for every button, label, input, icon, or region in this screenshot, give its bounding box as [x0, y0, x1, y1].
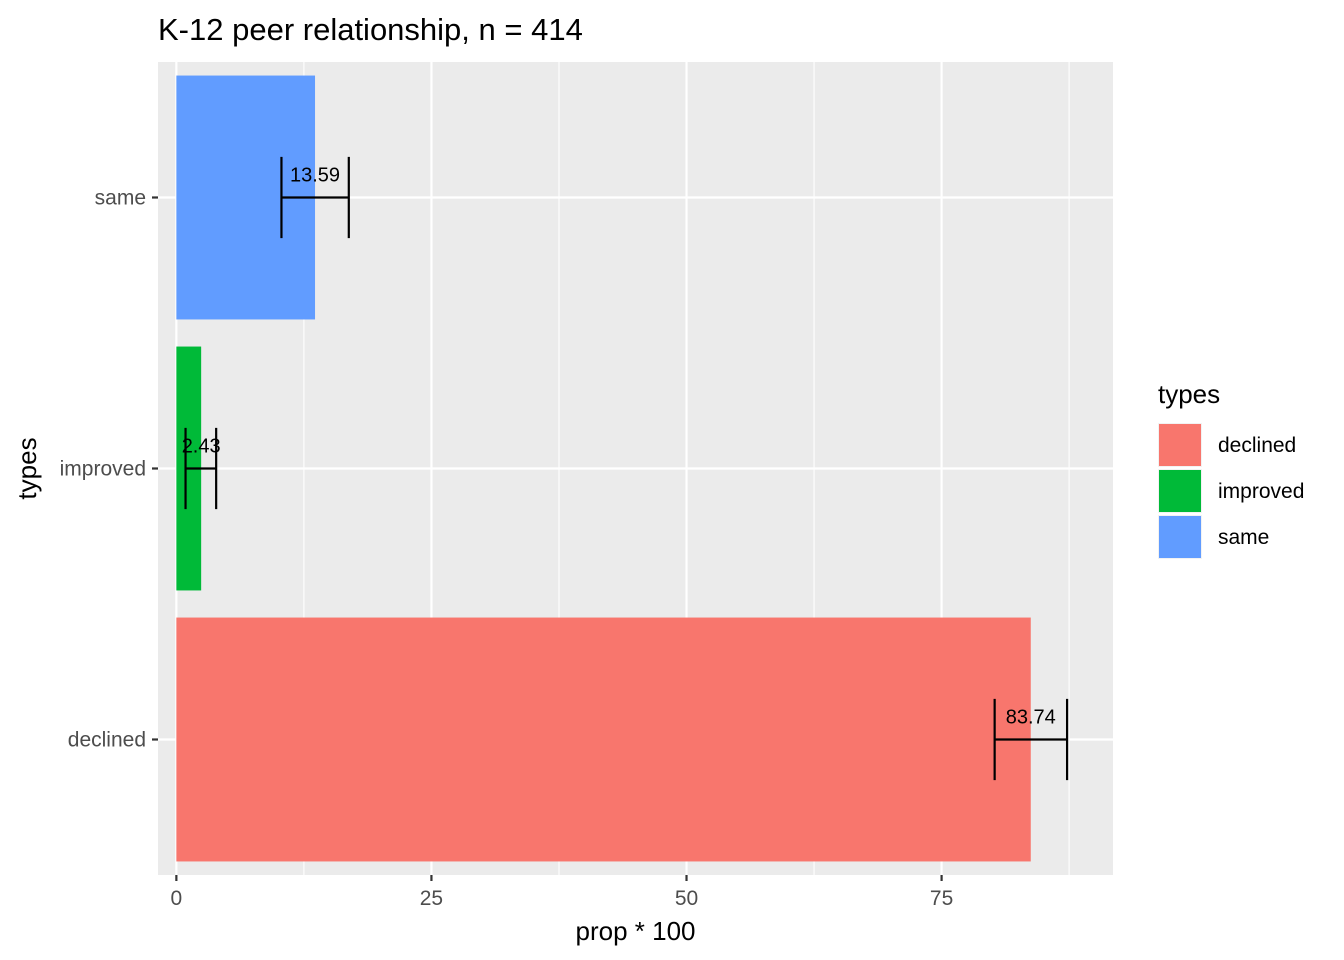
- legend-label-improved: improved: [1218, 480, 1304, 503]
- error-bar-same: [280, 156, 350, 239]
- y-tick-label-same: same: [95, 187, 146, 210]
- bar-declined: [176, 617, 1031, 862]
- data-label-declined: 83.74: [1006, 707, 1056, 729]
- error-bar-improved: [184, 427, 218, 510]
- x-axis-title: prop * 100: [576, 916, 696, 946]
- legend-title: types: [1158, 379, 1220, 409]
- legend-item-declined: declined: [1158, 423, 1296, 467]
- chart-title: K-12 peer relationship, n = 414: [158, 12, 583, 47]
- error-bar-declined: [993, 698, 1069, 781]
- x-tick-label: 75: [930, 887, 953, 910]
- data-label-same: 13.59: [290, 165, 340, 187]
- bars: [176, 75, 1031, 862]
- y-axis: declined improved same: [60, 187, 158, 752]
- error-bars: [184, 156, 1069, 781]
- legend-item-same: same: [1158, 515, 1269, 559]
- x-tick-label: 25: [420, 887, 443, 910]
- x-tick-label: 0: [171, 887, 183, 910]
- legend-swatch-same: [1159, 516, 1201, 558]
- y-axis-title: types: [12, 437, 42, 499]
- data-labels: 83.74 2.43 13.59: [182, 165, 1056, 729]
- legend: types declined improved same: [1158, 379, 1304, 559]
- legend-label-declined: declined: [1218, 434, 1296, 457]
- legend-item-improved: improved: [1158, 469, 1304, 513]
- x-tick-label: 50: [675, 887, 698, 910]
- legend-swatch-declined: [1159, 424, 1201, 466]
- legend-swatch-improved: [1159, 470, 1201, 512]
- y-tick-label-improved: improved: [60, 458, 146, 481]
- legend-label-same: same: [1218, 526, 1269, 549]
- data-label-improved: 2.43: [182, 436, 221, 458]
- x-axis: 0 25 50 75: [171, 875, 953, 910]
- y-tick-label-declined: declined: [68, 729, 146, 752]
